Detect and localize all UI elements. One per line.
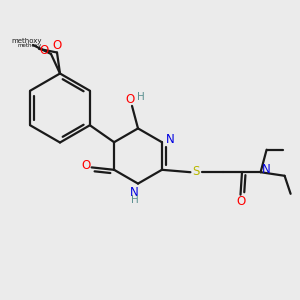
Text: N: N [262, 163, 270, 176]
Text: H: H [130, 195, 138, 205]
Text: O: O [81, 159, 90, 172]
Text: O: O [126, 93, 135, 106]
Text: methoxy: methoxy [17, 44, 41, 48]
Text: methoxy: methoxy [12, 38, 42, 44]
Text: O: O [52, 39, 62, 52]
Text: S: S [192, 165, 200, 178]
Text: N: N [130, 186, 139, 199]
Text: H: H [137, 92, 145, 102]
Text: O: O [40, 44, 49, 57]
Text: N: N [166, 133, 175, 146]
Text: O: O [236, 195, 245, 208]
